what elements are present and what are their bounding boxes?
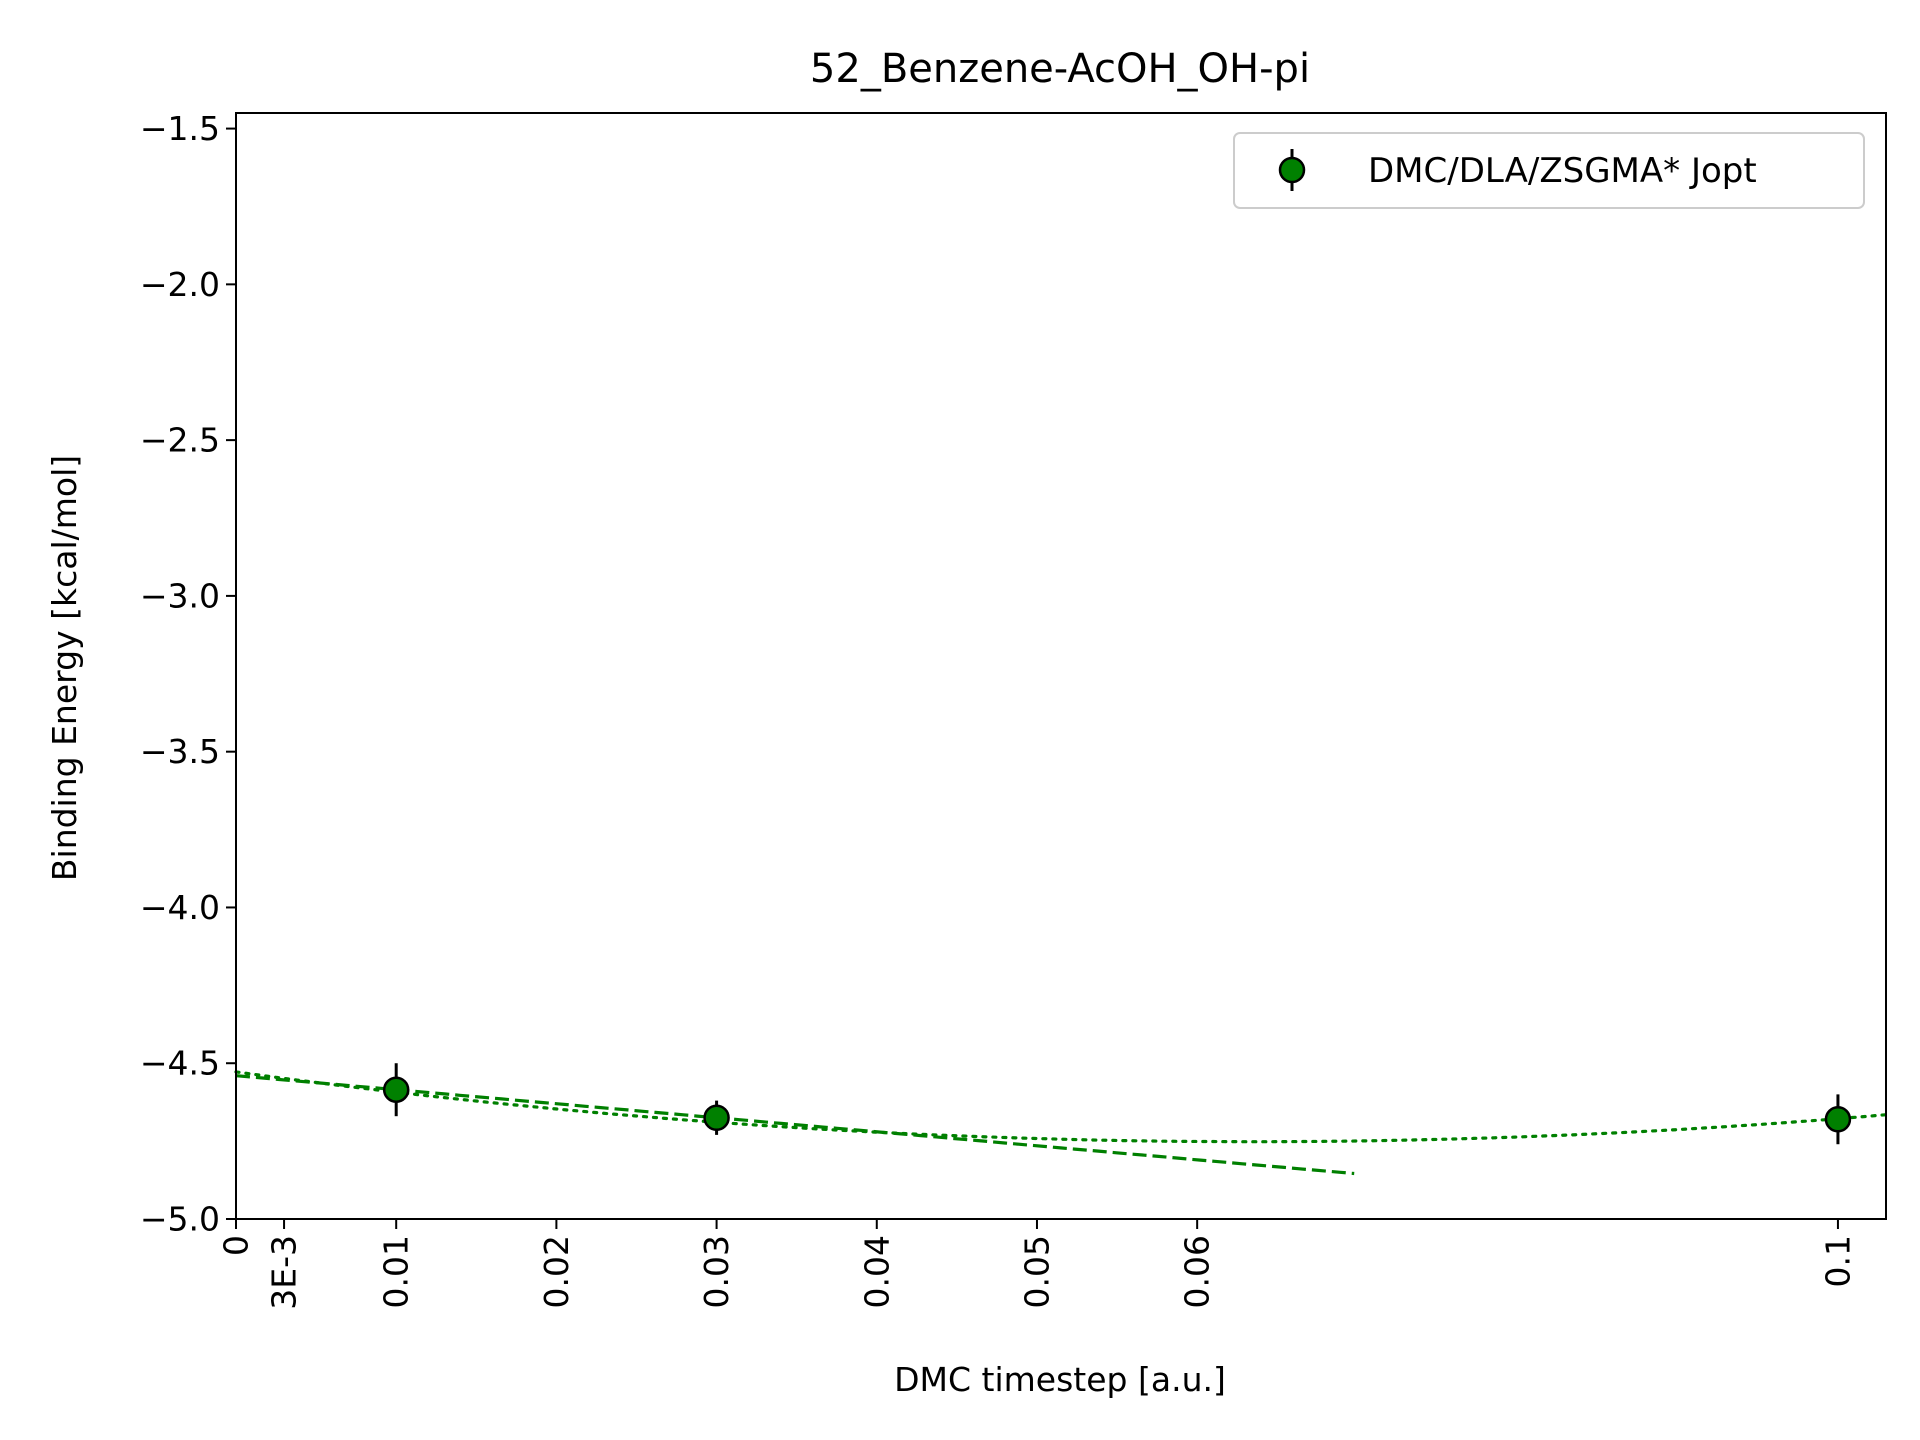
y-tick-label-6: −4.5 <box>140 1044 220 1083</box>
x-tick-label-8: 0.1 <box>1818 1235 1857 1287</box>
legend-marker <box>1278 156 1306 184</box>
x-tick-label-6: 0.05 <box>1017 1235 1056 1308</box>
y-tick-label-3: −3.0 <box>140 576 220 615</box>
x-tick-label-4: 0.03 <box>697 1235 736 1308</box>
data-point-1 <box>703 1104 730 1131</box>
y-tick-label-4: −3.5 <box>140 732 220 771</box>
y-tick-label-1: −2.0 <box>140 265 220 304</box>
data-point-2 <box>1824 1106 1852 1133</box>
y-tick-label-7: −5.0 <box>140 1200 220 1239</box>
legend-box <box>1233 132 1865 209</box>
legend: DMC/DLA/ZSGMA* Jopt <box>1233 132 1865 209</box>
x-axis-label: DMC timestep [a.u.] <box>894 1360 1226 1399</box>
y-tick-label-2: −2.5 <box>140 421 220 460</box>
y-tick-label-5: −4.0 <box>140 888 220 927</box>
fit-line-dashed <box>235 1074 1355 1176</box>
y-axis: −1.5 −2.0 −2.5 −3.0 −3.5 −4.0 −4.5 −5.0 <box>140 109 236 1239</box>
x-tick-label-7: 0.06 <box>1178 1235 1217 1308</box>
data-points <box>382 1076 1852 1133</box>
y-axis-label: Binding Energy [kcal/mol] <box>45 455 84 881</box>
x-tick-label-5: 0.04 <box>857 1235 896 1308</box>
plot-frame <box>235 112 1887 1220</box>
x-tick-label-2: 0.01 <box>377 1235 416 1308</box>
chart-title: 52_Benzene-AcOH_OH-pi <box>810 46 1310 92</box>
fit-line-dotted <box>234 1070 1888 1144</box>
y-tick-label-0: −1.5 <box>140 109 220 148</box>
legend-label: DMC/DLA/ZSGMA* Jopt <box>1368 151 1757 191</box>
x-tick-label-3: 0.02 <box>537 1235 576 1308</box>
data-point-0 <box>382 1076 410 1103</box>
fit-lines <box>234 1070 1888 1176</box>
x-axis: 0 3E-3 0.01 0.02 0.03 0.04 0.05 0.06 0.1 <box>217 1219 1857 1310</box>
x-tick-label-0: 0 <box>217 1235 256 1256</box>
x-tick-label-1: 3E-3 <box>265 1235 304 1310</box>
